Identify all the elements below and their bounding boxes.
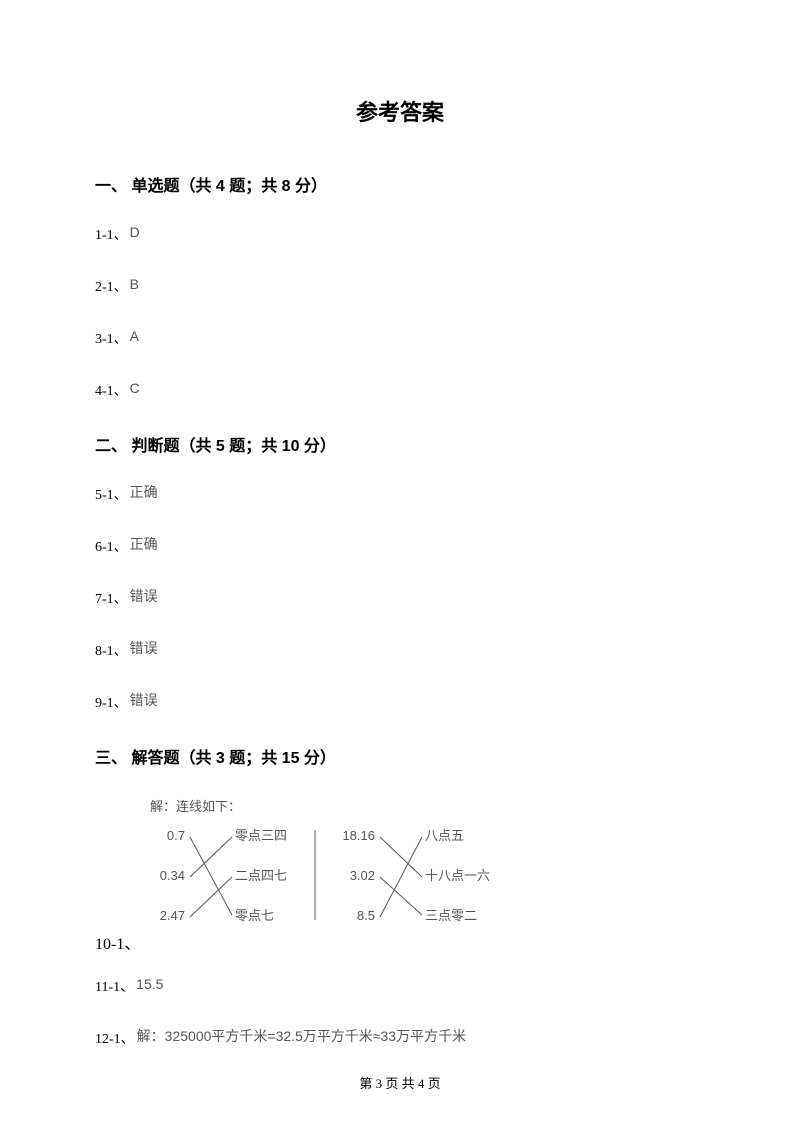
section3-header: 三、 解答题（共 3 题；共 15 分） [95, 744, 705, 768]
match-line [380, 877, 422, 915]
answer-row: 6-1、 正确 [95, 536, 705, 556]
left-num-1: 0.34 [160, 868, 185, 883]
answer-row: 11-1、 15.5 [95, 976, 705, 996]
page-title: 参考答案 [95, 95, 705, 127]
answer-num: 9-1、 [95, 692, 128, 712]
answer-num: 12-1、 [95, 1028, 135, 1048]
answer-val: 正确 [130, 482, 158, 502]
match-line [190, 837, 232, 915]
right-word-1: 十八点一六 [425, 868, 490, 883]
section1-header: 一、 单选题（共 4 题；共 8 分） [95, 172, 705, 196]
answer-row: 2-1、 B [95, 276, 705, 296]
right-num-2: 8.5 [357, 908, 375, 923]
answer-val: A [130, 328, 139, 344]
answer-num: 1-1、 [95, 224, 128, 244]
right-num-0: 18.16 [342, 828, 375, 843]
answer-num: 3-1、 [95, 328, 128, 348]
answer-val: 15.5 [136, 976, 163, 992]
answer-num: 8-1、 [95, 640, 128, 660]
answer-val: 错误 [130, 690, 158, 710]
answer-num: 6-1、 [95, 536, 128, 556]
answer-num: 5-1、 [95, 484, 128, 504]
page-footer: 第 3 页 共 4 页 [0, 1073, 800, 1092]
q10-diagram: 解：连线如下： 0.7 0.34 2.47 零点三四 二点四七 零点七 18.1… [150, 796, 705, 925]
answer-val: 解：325000平方千米=32.5万平方千米≈33万平方千米 [137, 1026, 466, 1046]
match-line [380, 837, 422, 877]
answer-num: 10-1、 [95, 930, 140, 954]
right-word-0: 八点五 [425, 828, 464, 843]
answer-val: C [130, 380, 140, 396]
answer-row: 10-1、 [95, 930, 705, 954]
left-word-0: 零点三四 [235, 828, 287, 843]
answer-num: 4-1、 [95, 380, 128, 400]
left-num-2: 2.47 [160, 908, 185, 923]
left-num-0: 0.7 [167, 828, 185, 843]
answer-row: 9-1、 错误 [95, 692, 705, 712]
answer-val: B [130, 276, 139, 292]
answer-val: 错误 [130, 586, 158, 606]
answer-row: 4-1、 C [95, 380, 705, 400]
match-line [380, 837, 422, 917]
answer-row: 5-1、 正确 [95, 484, 705, 504]
answer-row: 3-1、 A [95, 328, 705, 348]
answer-num: 2-1、 [95, 276, 128, 296]
match-line [190, 837, 232, 877]
right-word-2: 三点零二 [425, 908, 477, 923]
left-word-2: 零点七 [235, 908, 274, 923]
answer-val: 错误 [130, 638, 158, 658]
answer-row: 7-1、 错误 [95, 588, 705, 608]
answer-val: 正确 [130, 534, 158, 554]
answer-num: 7-1、 [95, 588, 128, 608]
diagram-caption: 解：连线如下： [150, 796, 705, 815]
answer-row: 8-1、 错误 [95, 640, 705, 660]
answer-val: D [130, 224, 140, 240]
answer-num: 11-1、 [95, 976, 134, 996]
section2-header: 二、 判断题（共 5 题；共 10 分） [95, 432, 705, 456]
match-line [190, 877, 232, 917]
answer-row: 1-1、 D [95, 224, 705, 244]
matching-diagram: 0.7 0.34 2.47 零点三四 二点四七 零点七 18.16 3.02 8… [150, 825, 530, 925]
answer-row: 12-1、 解：325000平方千米=32.5万平方千米≈33万平方千米 [95, 1028, 705, 1048]
right-num-1: 3.02 [350, 868, 375, 883]
left-word-1: 二点四七 [235, 868, 287, 883]
